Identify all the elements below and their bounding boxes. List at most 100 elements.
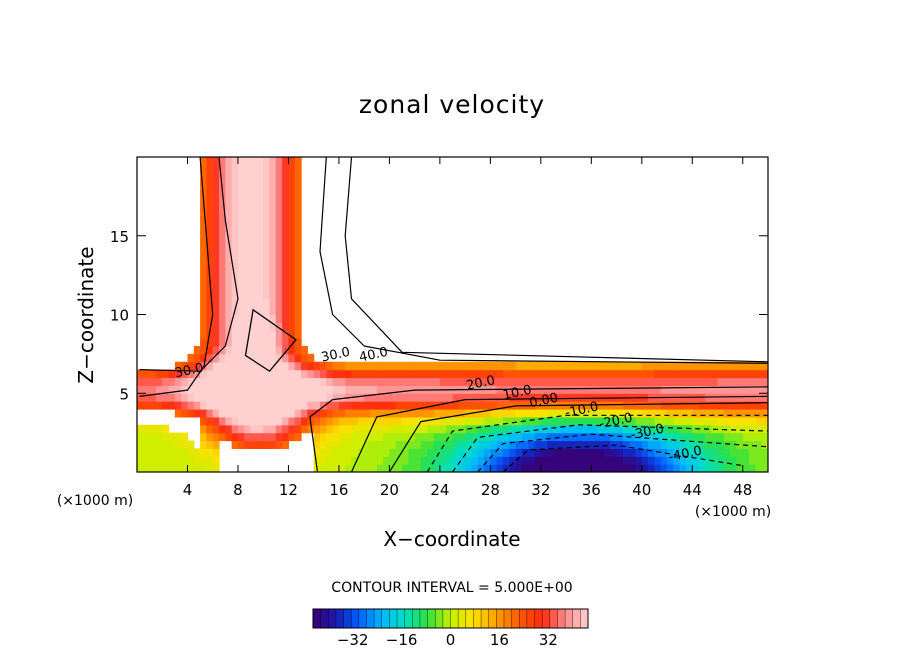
field-cell [187,401,195,410]
colorbar-band [542,609,551,628]
field-cell [237,283,245,292]
field-cell [704,464,712,472]
field-cell [585,377,592,386]
field-cell [294,377,302,386]
field-cell [143,377,151,386]
field-cell [162,456,170,465]
field-cell [742,432,750,442]
x-axis-label: X−coordinate [383,527,520,551]
field-cell [515,456,523,465]
field-cell [225,416,233,426]
field-cell [490,432,498,442]
field-cell [749,361,756,371]
field-cell [219,220,226,229]
field-cell [219,196,226,205]
field-cell [212,361,220,371]
field-cell [137,377,144,386]
field-cell [288,164,296,174]
field-cell [206,243,214,253]
field-cell [256,377,264,386]
x-tick-label: 32 [531,481,550,499]
field-cell [749,393,756,402]
field-cell [244,314,252,323]
colorbar-band [511,609,520,628]
field-cell [591,424,599,434]
field-cell [629,424,637,434]
field-cell [648,464,656,472]
field-cell [263,172,271,182]
field-cell [496,377,504,386]
field-cell [502,440,510,449]
field-cell [168,456,176,465]
field-cell [414,440,422,449]
field-cell [149,464,157,472]
field-cell [282,259,290,268]
field-cell [603,456,611,465]
field-cell [515,448,523,457]
field-cell [736,377,744,386]
field-cell [225,157,233,166]
field-cell [376,424,384,434]
field-cell [679,432,687,442]
field-cell [629,361,637,371]
field-cell [496,424,504,434]
field-cell [168,377,176,386]
field-cell [742,424,750,434]
field-cell [446,377,454,386]
field-cell [490,393,498,402]
field-cell [332,424,340,434]
field-cell [282,172,290,182]
field-cell [168,440,176,449]
field-cell [237,314,245,323]
field-cell [591,456,599,465]
field-cell [250,251,258,260]
field-cell [465,393,473,402]
field-cell [212,275,220,284]
field-cell [256,196,264,205]
field-cell [231,377,239,386]
field-cell [326,424,334,434]
field-cell [446,369,454,379]
colorbar-band [565,609,574,628]
field-cell [263,306,271,316]
field-cell [667,416,674,426]
field-cell [206,361,214,371]
field-cell [534,456,542,465]
field-cell [730,456,738,465]
field-cell [269,440,277,449]
field-cell [616,432,624,442]
field-cell [288,424,296,434]
field-cell [452,361,460,371]
field-cell [635,440,643,449]
field-cell [206,267,214,276]
field-cell [395,424,403,434]
x-tick-label: 40 [632,481,651,499]
field-cell [294,235,302,245]
field-cell [641,424,649,434]
field-cell [313,448,321,457]
field-cell [749,448,756,457]
field-cell [256,172,264,182]
colorbar-band [328,609,337,628]
field-cell [622,361,630,371]
field-cell [458,361,466,371]
field-cell [585,385,592,394]
field-cell [288,361,296,371]
field-cell [269,298,277,308]
field-cell [250,212,258,221]
field-cell [263,401,271,410]
field-cell [540,393,548,402]
field-cell [294,283,302,292]
field-cell [244,267,252,276]
field-cell [200,314,208,323]
field-cell [282,346,290,355]
field-cell [263,251,271,260]
field-cell [137,424,144,434]
field-cell [502,424,510,434]
field-cell [553,456,561,465]
field-cell [610,361,618,371]
field-cell [717,424,725,434]
field-cell [200,416,208,426]
field-cell [414,401,422,410]
contour-line [319,157,768,364]
